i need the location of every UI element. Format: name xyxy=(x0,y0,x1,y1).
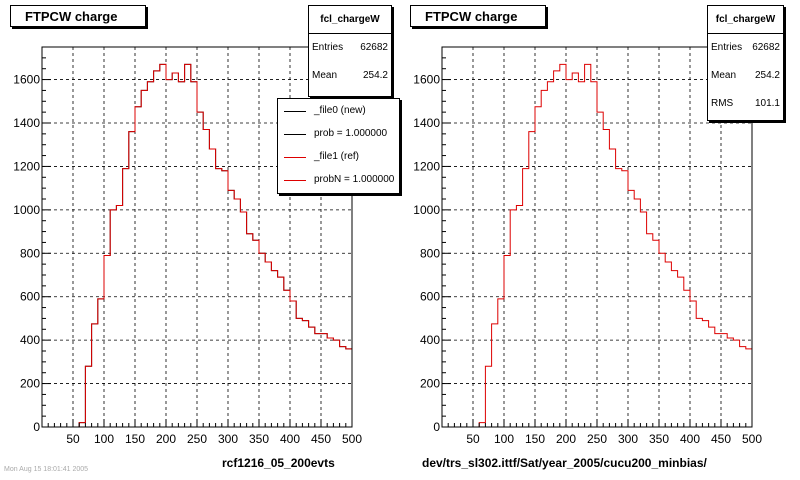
y-tick-label: 1000 xyxy=(413,203,440,217)
right-histogram: 50 100 150 200 250 300 350 400 450 500 0 200 400 600 8… xyxy=(413,46,762,446)
y-tick-label: 400 xyxy=(420,333,440,347)
legend-line xyxy=(284,134,306,135)
y-tick-label: 800 xyxy=(420,246,440,260)
left-legend: _file0 (new) prob = 1.000000 _file1 (ref… xyxy=(277,98,400,194)
x-tick-label: 500 xyxy=(742,432,762,446)
x-tick-label: 350 xyxy=(649,432,669,446)
stats-value: 101.1 xyxy=(754,98,780,109)
right-pad: 50 100 150 200 250 300 350 400 450 500 0 200 400 600 8… xyxy=(400,0,800,480)
legend-entry-probn: probN = 1.000000 xyxy=(278,169,399,191)
y-tick-label: 1600 xyxy=(413,73,440,87)
y-tick-label: 600 xyxy=(20,290,40,304)
left-plot-title: FTPCW charge xyxy=(10,5,146,27)
x-tick-label: 450 xyxy=(711,432,731,446)
stats-label: Mean xyxy=(312,70,338,81)
stats-label: Mean xyxy=(711,70,737,81)
stats-value: 62682 xyxy=(752,42,780,53)
y-tick-label: 1400 xyxy=(13,116,40,130)
legend-entry-file1: _file1 (ref) xyxy=(278,146,399,168)
left-stats-row-entries: Entries 62682 xyxy=(309,34,391,62)
x-tick-label: 300 xyxy=(618,432,638,446)
left-stats-box: fcl_chargeW Entries 62682 Mean 254.2 xyxy=(308,5,392,97)
y-tick-label: 0 xyxy=(433,420,440,434)
x-tick-label: 100 xyxy=(94,432,114,446)
x-tick-label: 500 xyxy=(342,432,362,446)
x-tick-label: 250 xyxy=(187,432,207,446)
y-tick-label: 1200 xyxy=(413,159,440,173)
legend-label: prob = 1.000000 xyxy=(314,128,388,139)
legend-line xyxy=(284,111,306,112)
y-tick-label: 200 xyxy=(20,377,40,391)
stats-value: 254.2 xyxy=(362,70,388,81)
x-tick-label: 200 xyxy=(556,432,576,446)
x-tick-label: 250 xyxy=(587,432,607,446)
x-tick-label: 300 xyxy=(218,432,238,446)
right-stats-row-mean: Mean 254.2 xyxy=(708,62,783,90)
x-tick-label: 150 xyxy=(125,432,145,446)
x-tick-label: 50 xyxy=(66,432,80,446)
histogram-series-1 xyxy=(42,63,352,428)
legend-label: probN = 1.000000 xyxy=(314,174,395,185)
left-stats-name: fcl_chargeW xyxy=(309,6,391,34)
stats-label: Entries xyxy=(312,42,344,53)
stats-label: Entries xyxy=(711,42,743,53)
stats-value: 254.2 xyxy=(754,70,780,81)
histogram-series-0 xyxy=(442,63,752,428)
legend-entry-file0: _file0 (new) xyxy=(278,100,399,122)
x-tick-label: 50 xyxy=(466,432,480,446)
legend-line xyxy=(284,180,306,181)
y-tick-label: 1200 xyxy=(13,159,40,173)
x-tick-label: 450 xyxy=(311,432,331,446)
y-tick-label: 1400 xyxy=(413,116,440,130)
legend-label: _file1 (ref) xyxy=(314,151,360,162)
left-stats-row-mean: Mean 254.2 xyxy=(309,62,391,90)
y-tick-label: 600 xyxy=(420,290,440,304)
y-tick-label: 200 xyxy=(420,377,440,391)
x-tick-label: 400 xyxy=(680,432,700,446)
x-tick-label: 350 xyxy=(249,432,269,446)
y-tick-label: 1600 xyxy=(13,73,40,87)
footer-timestamp: Mon Aug 15 18:01:41 2005 xyxy=(4,466,89,473)
legend-line xyxy=(284,157,306,158)
legend-label: _file0 (new) xyxy=(314,105,366,116)
left-pad: 50 100 150 200 250 300 350 400 450 500 0 200 400 600 8… xyxy=(10,5,400,470)
right-stats-row-rms: RMS 101.1 xyxy=(708,90,783,118)
x-tick-label: 200 xyxy=(156,432,176,446)
y-tick-label: 800 xyxy=(20,246,40,260)
x-tick-label: 150 xyxy=(525,432,545,446)
right-caption: dev/trs_sl302.ittf/Sat/year_2005/cucu200… xyxy=(422,456,707,470)
right-plot-title: FTPCW charge xyxy=(410,5,546,27)
y-tick-label: 0 xyxy=(33,420,40,434)
y-tick-label: 400 xyxy=(20,333,40,347)
right-stats-row-entries: Entries 62682 xyxy=(708,34,783,62)
x-tick-label: 400 xyxy=(280,432,300,446)
x-tick-label: 100 xyxy=(494,432,514,446)
y-tick-label: 1000 xyxy=(13,203,40,217)
left-caption: rcf1216_05_200evts xyxy=(222,456,335,470)
right-stats-name: fcl_chargeW xyxy=(708,6,783,34)
stats-label: RMS xyxy=(711,98,734,109)
stats-value: 62682 xyxy=(360,42,388,53)
legend-entry-prob: prob = 1.000000 xyxy=(278,123,399,145)
right-stats-box: fcl_chargeW Entries 62682 Mean 254.2 RMS… xyxy=(707,5,784,121)
